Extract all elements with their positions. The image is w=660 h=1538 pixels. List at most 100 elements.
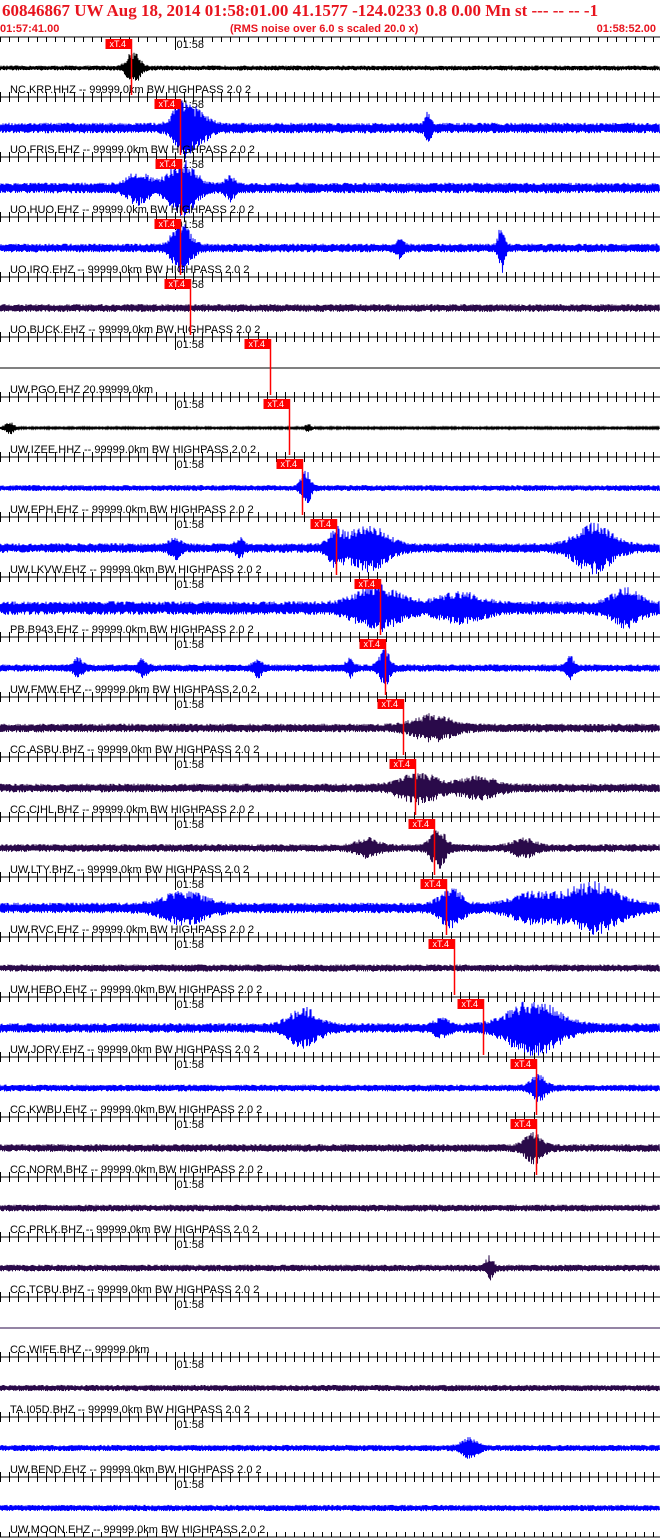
pick-label: xT.4 [268, 399, 285, 409]
pick-label: xT.4 [515, 1119, 532, 1129]
channel-panel: 01:58 CC.CIHL.BHZ -- 99999.0km BW HIGHPAS… [0, 756, 660, 817]
pick-label: xT.4 [515, 1059, 532, 1069]
time-ticks [0, 1357, 654, 1417]
channel-panel: 01:58 CC.KWBU.EHZ -- 99999.0km BW HIGHPAS… [0, 1056, 660, 1117]
channel-label: UW.MOON.EHZ -- 99999.0km BW HIGHPASS 2.0… [10, 1524, 265, 1536]
minute-mark-label: 01:58 [177, 399, 205, 411]
time-ticks [0, 517, 654, 577]
minute-mark-label: 01:58 [177, 159, 205, 171]
channel-panel: 01:58 UW.IZEE.HHZ -- 99999.0km BW HIGHPAS… [0, 396, 660, 457]
channel-panel: 01:58 UW.LTY.BHZ -- 99999.0km BW HIGHPASS… [0, 816, 660, 877]
pick-flag [389, 759, 416, 769]
pick-flag [359, 639, 386, 649]
pick-flag [408, 819, 435, 829]
pick-flag [377, 699, 404, 709]
channel-label: CC.PRLK.BHZ -- 99999.0km BW HIGHPASS 2.0… [10, 1224, 258, 1236]
channel-label: UO.HUO.EHZ -- 99999.0km BW HIGHPASS 2.0 … [10, 204, 254, 216]
time-ticks [0, 97, 654, 157]
pick-flag [510, 1059, 537, 1069]
waveform-trace [0, 52, 660, 81]
pick-label: xT.4 [159, 99, 176, 109]
channel-label: UW.LKVW.EHZ -- 99999.0km BW HIGHPASS 2.0… [10, 564, 262, 576]
pick-label: xT.4 [315, 519, 332, 529]
channel-label: UW.FMW.EHZ -- 99999.0km BW HIGHPASS 2.0 … [10, 684, 257, 696]
channel-label: UO.IRO.EHZ -- 99999.0km BW HIGHPASS 2.0 … [10, 264, 249, 276]
time-ticks [0, 817, 654, 877]
minute-mark-label: 01:58 [177, 1419, 205, 1431]
pick-flag [263, 399, 290, 409]
pick-flag [105, 39, 132, 49]
time-ticks [0, 277, 654, 337]
minute-mark-label: 01:58 [177, 879, 205, 891]
channel-label: CC.NORM.BHZ -- 99999.0km BW HIGHPASS 2.0… [10, 1164, 263, 1176]
pick-label: xT.4 [110, 39, 127, 49]
minute-mark-label: 01:58 [177, 1059, 205, 1071]
time-ticks [0, 1297, 654, 1357]
minute-mark-label: 01:58 [177, 1179, 205, 1191]
pick-label: xT.4 [160, 159, 177, 169]
waveform-trace [0, 220, 660, 274]
minute-mark-label: 01:58 [177, 939, 205, 951]
channel-label: UW.JORV.EHZ -- 99999.0km BW HIGHPASS 2.0… [10, 1044, 259, 1056]
channel-label: CC.CIHL.BHZ -- 99999.0km BW HIGHPASS 2.0… [10, 804, 254, 816]
channel-label: PB.B943.EHZ -- 99999.0km BW HIGHPASS 2.0… [10, 624, 254, 636]
channel-panel: 01:58 UW.PGO.EHZ 20.99999.0km xT.4 [0, 336, 660, 397]
pick-flag [310, 519, 337, 529]
channel-panel: 01:58 UW.FMW.EHZ -- 99999.0km BW HIGHPASS… [0, 636, 660, 697]
pick-flag [244, 339, 271, 349]
pick-label: xT.4 [249, 339, 266, 349]
pick-flag [154, 99, 181, 109]
minute-mark-label: 01:58 [177, 1359, 205, 1371]
time-ticks [0, 1237, 654, 1297]
minute-mark-label: 01:58 [177, 759, 205, 771]
waveform-trace [0, 1132, 660, 1165]
channel-label: CC.KWBU.EHZ -- 99999.0km BW HIGHPASS 2.0… [10, 1104, 262, 1116]
waveform-trace [0, 1204, 660, 1212]
channel-panel: 01:58 UO.HUO.EHZ -- 99999.0km BW HIGHPASS… [0, 156, 660, 217]
channel-label: CC.ASBU.BHZ -- 99999.0km BW HIGHPASS 2.0… [10, 744, 259, 756]
minute-mark-label: 01:58 [177, 579, 205, 591]
minute-mark-label: 01:58 [177, 39, 205, 51]
channel-panel: 01:58 CC.WIFE.BHZ -- 99999.0km [0, 1296, 660, 1357]
minute-mark-label: 01:58 [177, 519, 205, 531]
time-ticks [0, 757, 654, 817]
time-ticks [0, 697, 654, 757]
channel-label: UO.FRIS.EHZ -- 99999.0km BW HIGHPASS 2.0… [10, 144, 255, 156]
end-time: 01:58:52.00 [596, 23, 656, 35]
channel-label: UW.PGO.EHZ 20.99999.0km [10, 384, 153, 396]
waveform-trace [0, 583, 660, 633]
waveform-trace [0, 422, 660, 435]
channel-label: UW.LTY.BHZ -- 99999.0km BW HIGHPASS 2.0 … [10, 864, 249, 876]
waveform-trace [0, 830, 660, 869]
waveform-trace [0, 713, 660, 743]
pick-flag [155, 159, 182, 169]
channel-panel: 01:58 CC.PRLK.BHZ -- 99999.0km BW HIGHPAS… [0, 1176, 660, 1237]
time-ticks [0, 997, 654, 1057]
minute-mark-label: 01:58 [177, 1299, 205, 1311]
pick-label: xT.4 [159, 219, 176, 229]
channel-label: UW.EPH.EHZ -- 99999.0km BW HIGHPASS 2.0 … [10, 504, 254, 516]
time-ticks [0, 337, 654, 397]
pick-flag [457, 999, 484, 1009]
waveform-trace [0, 522, 660, 575]
channel-panel: 01:58 UW.EPH.EHZ -- 99999.0km BW HIGHPASS… [0, 456, 660, 517]
pick-flag [154, 219, 181, 229]
minute-mark-label: 01:58 [177, 639, 205, 651]
minute-mark-label: 01:58 [177, 819, 205, 831]
channel-label: CC.WIFE.BHZ -- 99999.0km [10, 1344, 149, 1356]
time-ticks [0, 157, 654, 217]
pick-label: xT.4 [394, 759, 411, 769]
minute-mark-label: 01:58 [177, 1119, 205, 1131]
pick-label: xT.4 [281, 459, 298, 469]
pick-label: xT.4 [425, 879, 442, 889]
waveform-trace [0, 100, 660, 159]
channel-label: UW.BEND.EHZ -- 99999.0km BW HIGHPASS 2.0… [10, 1464, 262, 1476]
pick-flag [164, 279, 191, 289]
time-ticks [0, 1417, 654, 1477]
start-time: 01:57:41.00 [0, 23, 60, 35]
channel-label: UW.HEBO.EHZ -- 99999.0km BW HIGHPASS 2.0… [10, 984, 262, 996]
waveform-trace [0, 470, 660, 504]
